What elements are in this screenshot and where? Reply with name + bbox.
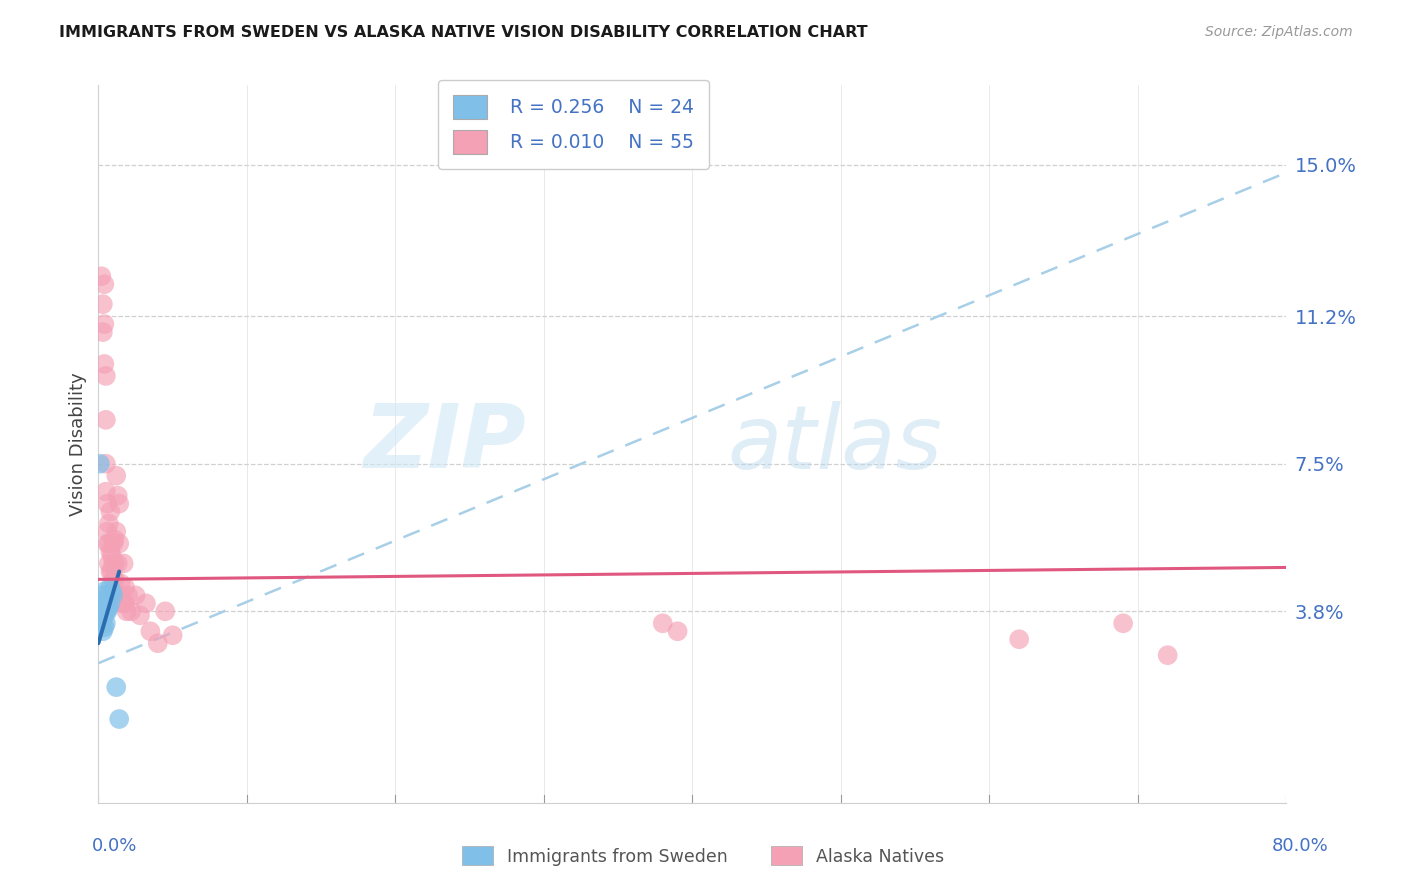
Point [97,557,120,571]
Point [93,357,115,371]
Point [94,592,117,607]
Point [651,616,673,631]
Point [98,596,121,610]
Point [104,557,127,571]
Y-axis label: Vision Disability: Vision Disability [69,372,87,516]
Point [96,536,118,550]
Point [91,600,114,615]
Point [101,549,124,563]
Point [114,596,136,610]
Point [93,317,115,331]
Point [97,516,120,531]
Text: Source: ZipAtlas.com: Source: ZipAtlas.com [1205,25,1353,39]
Point [107,489,129,503]
Text: ZIP: ZIP [363,401,526,487]
Point [98,581,121,595]
Text: 80.0%: 80.0% [1272,837,1329,855]
Point [135,596,157,610]
Point [91,325,114,339]
Point [107,557,129,571]
Point [98,544,121,558]
Point [103,557,125,571]
Point [146,636,169,650]
Point [117,588,139,602]
Point [89,457,111,471]
Point [90,596,112,610]
Point [162,628,184,642]
Point [103,584,125,599]
Point [97,600,120,615]
Point [94,616,117,631]
Point [124,588,146,602]
Point [97,536,120,550]
Point [129,608,152,623]
Point [110,588,132,602]
Point [108,536,131,550]
Point [105,524,128,539]
Point [93,608,115,623]
Point [115,604,138,618]
Point [104,573,127,587]
Text: IMMIGRANTS FROM SWEDEN VS ALASKA NATIVE VISION DISABILITY CORRELATION CHART: IMMIGRANTS FROM SWEDEN VS ALASKA NATIVE … [59,25,868,40]
Point [111,596,134,610]
Point [96,497,118,511]
Point [1008,632,1031,647]
Point [110,576,132,591]
Point [97,588,120,602]
Point [139,624,162,639]
Point [91,588,114,602]
Point [91,624,114,639]
Point [101,584,124,599]
Point [1156,648,1178,663]
Point [90,269,112,284]
Point [1112,616,1135,631]
Point [105,680,128,694]
Legend:   R = 0.256    N = 24,   R = 0.010    N = 55: R = 0.256 N = 24, R = 0.010 N = 55 [439,79,709,169]
Point [105,468,128,483]
Point [98,565,121,579]
Text: atlas: atlas [727,401,942,487]
Point [101,565,124,579]
Point [104,533,127,547]
Point [93,596,115,610]
Point [91,612,114,626]
Point [103,588,125,602]
Point [155,604,177,618]
Point [93,620,115,634]
Point [108,712,131,726]
Point [96,524,118,539]
Point [93,277,115,292]
Legend: Immigrants from Sweden, Alaska Natives: Immigrants from Sweden, Alaska Natives [454,839,952,872]
Point [103,536,125,550]
Text: 0.0%: 0.0% [91,837,136,855]
Point [666,624,689,639]
Point [96,604,118,618]
Point [94,368,117,383]
Point [120,604,142,618]
Point [98,505,121,519]
Point [94,457,117,471]
Point [96,592,118,607]
Point [94,604,117,618]
Point [103,573,125,587]
Point [112,557,135,571]
Point [94,413,117,427]
Point [94,484,117,499]
Point [93,584,115,599]
Point [90,608,112,623]
Point [91,297,114,311]
Point [108,497,131,511]
Point [114,581,136,595]
